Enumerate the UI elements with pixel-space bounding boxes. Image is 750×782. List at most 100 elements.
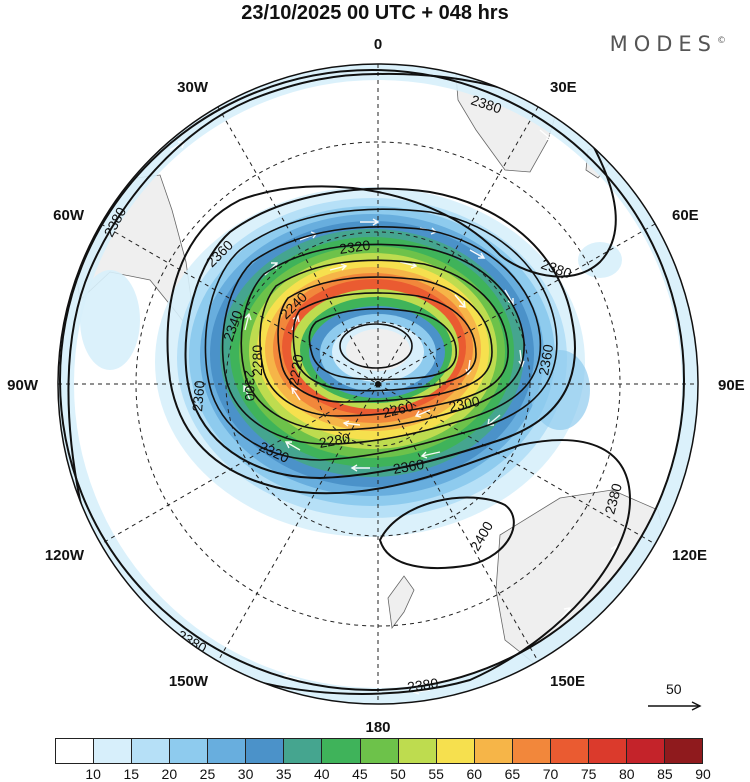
colorbar-swatch	[512, 739, 551, 763]
colorbar-tick-label: 45	[352, 766, 368, 782]
wind-arrow	[329, 263, 348, 271]
wind-arrow	[284, 441, 301, 451]
wind-arrow	[539, 129, 554, 141]
wind-arrow	[599, 455, 609, 471]
colorbar-tick-label: 10	[85, 766, 101, 782]
wind-arrow	[469, 249, 486, 259]
colorbar-tick-label: 55	[428, 766, 444, 782]
lon-label-30e: 30E	[550, 79, 577, 96]
land-new-zealand	[387, 575, 415, 630]
colorbar-tick-label: 75	[580, 766, 597, 782]
lon-label-150w: 150W	[169, 673, 209, 690]
wind-arrow	[243, 384, 251, 401]
contour-2300	[240, 243, 525, 431]
wind-arrow	[504, 289, 514, 306]
contour-label: 2380	[406, 675, 439, 695]
wind-scale-arrowhead	[691, 701, 702, 711]
colorbar-swatch	[322, 739, 361, 763]
copyright-mark: ©	[717, 36, 726, 46]
colorbar-swatch	[665, 739, 703, 763]
lon-label-150e: 150E	[550, 673, 585, 690]
colorbar-swatch	[284, 739, 323, 763]
lon-label-120e: 120E	[672, 547, 707, 564]
wind-arrow	[454, 294, 466, 308]
colorbar-tick-label: 85	[657, 766, 673, 782]
wind-arrow	[291, 386, 301, 401]
contour-label: 2300	[242, 370, 258, 401]
colorbar-tick-label: 25	[199, 766, 216, 782]
wind-arrow	[133, 504, 141, 521]
contour-label: 2360	[535, 343, 556, 377]
colorbar: 10 15 20 25 30 35 40 45 50 55 60 65 70 75 80 85 90	[55, 738, 711, 782]
wind-arrow	[342, 420, 361, 427]
contour-2240	[292, 292, 477, 392]
wind-arrow	[350, 464, 370, 472]
wind-arrow	[419, 93, 438, 100]
shade-core	[346, 329, 410, 371]
contour-2380-inner	[67, 72, 632, 695]
colorbar-tick-label: 60	[466, 766, 483, 782]
contour-label: 2380	[601, 481, 625, 515]
colorbar-tick-label: 20	[161, 766, 178, 782]
map-title: 23/10/2025 00 UTC + 048 hrs	[241, 2, 509, 24]
contour-label: 2300	[447, 393, 481, 415]
wind-scale: 50	[648, 681, 702, 711]
meridian-30w-150e	[217, 106, 539, 662]
colorbar-swatch	[208, 739, 247, 763]
wind-arrow	[420, 451, 441, 459]
colorbar-swatch	[436, 739, 475, 763]
contour-2400	[378, 496, 515, 570]
colorbar-swatch	[132, 739, 171, 763]
contour-label: 2260	[381, 398, 415, 421]
contour-2380-outer	[59, 69, 685, 691]
shade-patch-w	[80, 270, 140, 370]
lon-label-0: 0	[374, 36, 382, 53]
colorbar-swatch	[94, 739, 133, 763]
map-disc: 2380 2380 2380 2380 2380 2380 2380 2360 …	[58, 64, 698, 704]
wind-arrow	[414, 409, 431, 418]
contour-2260	[277, 276, 493, 403]
contour-2320	[221, 226, 542, 445]
contour-label: 2280	[249, 345, 265, 376]
wind-arrow	[360, 218, 380, 226]
lon-label-120w: 120W	[45, 547, 85, 564]
meridian-60w-120e	[100, 223, 656, 545]
contour-label: 2220	[285, 353, 306, 387]
contour-label: 2320	[338, 237, 371, 257]
wind-arrow	[244, 312, 252, 331]
contour-2360	[184, 187, 576, 480]
contour-inner-low	[339, 323, 413, 369]
polar-map: 2380 2380 2380 2380 2380 2380 2380 2360 …	[7, 36, 745, 735]
longitude-labels: 0 30E 60E 90E 120E 150E 180 150W 120W 90…	[7, 36, 745, 735]
colorbar-tick-label: 90	[695, 766, 711, 782]
lon-label-90w: 90W	[7, 377, 39, 394]
shade-patch-e	[530, 350, 590, 430]
contour-label: 2360	[189, 380, 208, 413]
colorbar-swatch	[474, 739, 513, 763]
colorbar-swatch	[550, 739, 589, 763]
colorbar-tick-label: 40	[314, 766, 330, 782]
meridian-30e-150w	[217, 106, 539, 662]
colorbar-swatch	[360, 739, 399, 763]
wind-speed-shading	[80, 187, 622, 537]
map-frame	[57, 63, 699, 705]
contour-2340	[204, 208, 558, 461]
colorbar-tick-label: 80	[618, 766, 635, 782]
lon-label-60e: 60E	[672, 207, 699, 224]
colorbar-tick-label: 70	[542, 766, 559, 782]
brand-name: MODES	[609, 32, 717, 56]
lon-label-90e: 90E	[718, 377, 745, 394]
contour-label: 2280	[318, 430, 352, 451]
colorbar-tick-label: 15	[123, 766, 140, 782]
colorbar-swatch	[56, 739, 95, 763]
lon-label-60w: 60W	[53, 207, 85, 224]
wind-scale-label: 50	[666, 681, 682, 697]
contour-2280	[259, 259, 509, 417]
colorbar-boxes	[55, 738, 703, 764]
brand-logo: MODES©	[610, 32, 726, 56]
contour-2220	[308, 308, 457, 381]
colorbar-tick-label: 65	[504, 766, 521, 782]
colorbar-swatch	[588, 739, 627, 763]
colorbar-tick-label: 30	[237, 766, 254, 782]
colorbar-tick-label: 50	[390, 766, 406, 782]
